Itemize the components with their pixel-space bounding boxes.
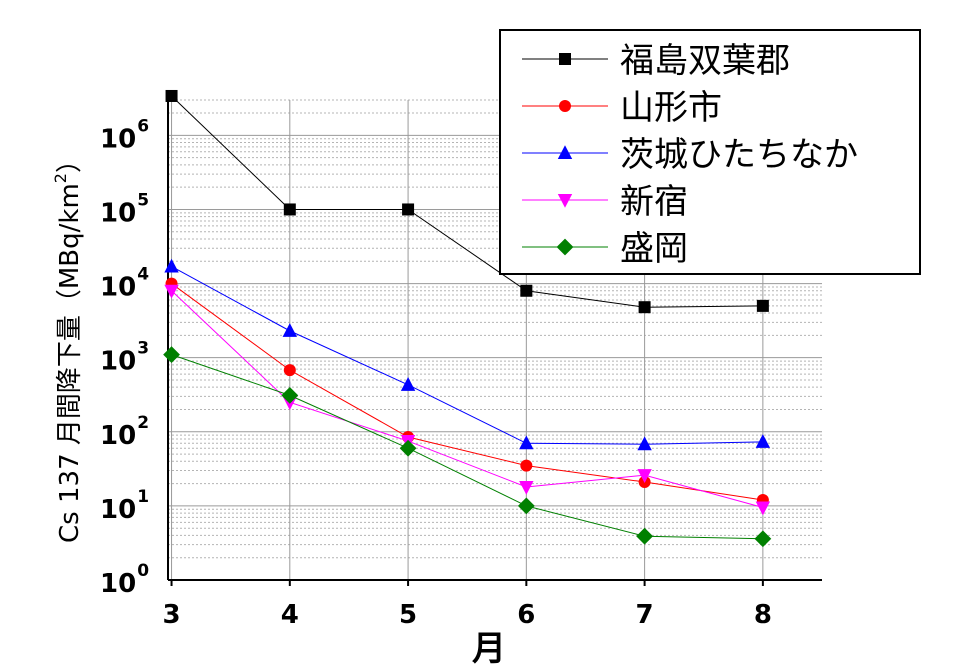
data-point: [402, 203, 415, 216]
data-point: [165, 89, 178, 102]
y-tick-label: 106: [100, 116, 149, 154]
series-line: [171, 95, 763, 308]
y-axis-title-unit-sup: 2: [51, 173, 70, 183]
y-tick-label: 102: [100, 413, 149, 451]
legend-item: 山形市: [522, 88, 722, 128]
data-point: [163, 346, 180, 364]
data-point: [756, 299, 769, 312]
legend-item: 盛岡: [522, 229, 688, 269]
data-point: [637, 469, 652, 483]
series-line: [171, 283, 763, 501]
x-axis-title: 月: [472, 629, 506, 669]
data-point: [755, 501, 771, 516]
data-point: [281, 386, 299, 404]
x-tick-label: 4: [281, 600, 299, 630]
data-point: [754, 530, 772, 548]
legend-marker: [559, 53, 571, 65]
y-axis-title: Cs 137 月間降下量（MBq/km2）: [51, 147, 85, 543]
legend-marker: [557, 194, 573, 208]
x-tick-label: 3: [163, 600, 181, 630]
y-tick-label: 103: [100, 339, 149, 377]
series-line: [171, 354, 763, 540]
series-1: [165, 89, 769, 314]
data-point: [755, 434, 771, 448]
data-point: [282, 323, 298, 337]
legend-marker: [557, 145, 573, 159]
y-tick-label: 105: [100, 190, 149, 228]
data-point: [164, 258, 179, 273]
series-2: [165, 277, 769, 507]
x-tick-labels: 3 4 5 6 7 8: [163, 600, 772, 630]
series-4: [164, 284, 771, 516]
legend-marker: [556, 238, 574, 256]
data-point: [519, 435, 534, 450]
series-5: [163, 346, 772, 548]
legend-item: 新宿: [522, 182, 688, 222]
data-point: [520, 459, 533, 472]
data-point: [517, 497, 535, 515]
series-line: [171, 290, 764, 509]
data-point: [637, 436, 652, 451]
data-point: [283, 203, 296, 216]
y-tick-labels: 100 101 102 103 104 105 106: [100, 116, 149, 599]
series-group: [163, 89, 772, 548]
x-tick-label: 6: [517, 600, 535, 630]
data-point: [283, 364, 296, 377]
y-axis-title-unit-close: ）: [55, 147, 85, 173]
y-tick-label: 101: [100, 487, 149, 525]
data-point: [636, 527, 654, 545]
legend-marker: [559, 100, 571, 112]
legend-item: 茨城ひたちなか: [522, 135, 858, 175]
y-tick-label: 100: [100, 561, 149, 599]
legend-label: 山形市: [620, 88, 722, 128]
data-point: [399, 439, 417, 457]
legend-label: 盛岡: [620, 229, 688, 269]
data-point: [400, 377, 416, 391]
y-axis-title-main: Cs 137 月間降下量: [55, 315, 85, 543]
data-point: [638, 301, 651, 314]
legend-label: 新宿: [620, 182, 688, 222]
x-tick-label: 5: [399, 600, 417, 630]
series-3: [164, 258, 771, 451]
x-tick-label: 8: [754, 600, 772, 630]
plot-frame: [167, 98, 822, 586]
data-point: [520, 284, 533, 297]
legend-label: 茨城ひたちなか: [620, 135, 858, 175]
legend-box: [499, 29, 921, 275]
legend-item: 福島双葉郡: [522, 41, 790, 81]
y-axis-title-unit: （MBq/km: [55, 183, 85, 315]
data-point: [164, 284, 179, 299]
series-line: [171, 266, 763, 445]
legend-label: 福島双葉郡: [620, 41, 790, 81]
data-point: [519, 480, 534, 495]
y-tick-label: 104: [100, 265, 149, 303]
x-tick-label: 7: [636, 600, 654, 630]
